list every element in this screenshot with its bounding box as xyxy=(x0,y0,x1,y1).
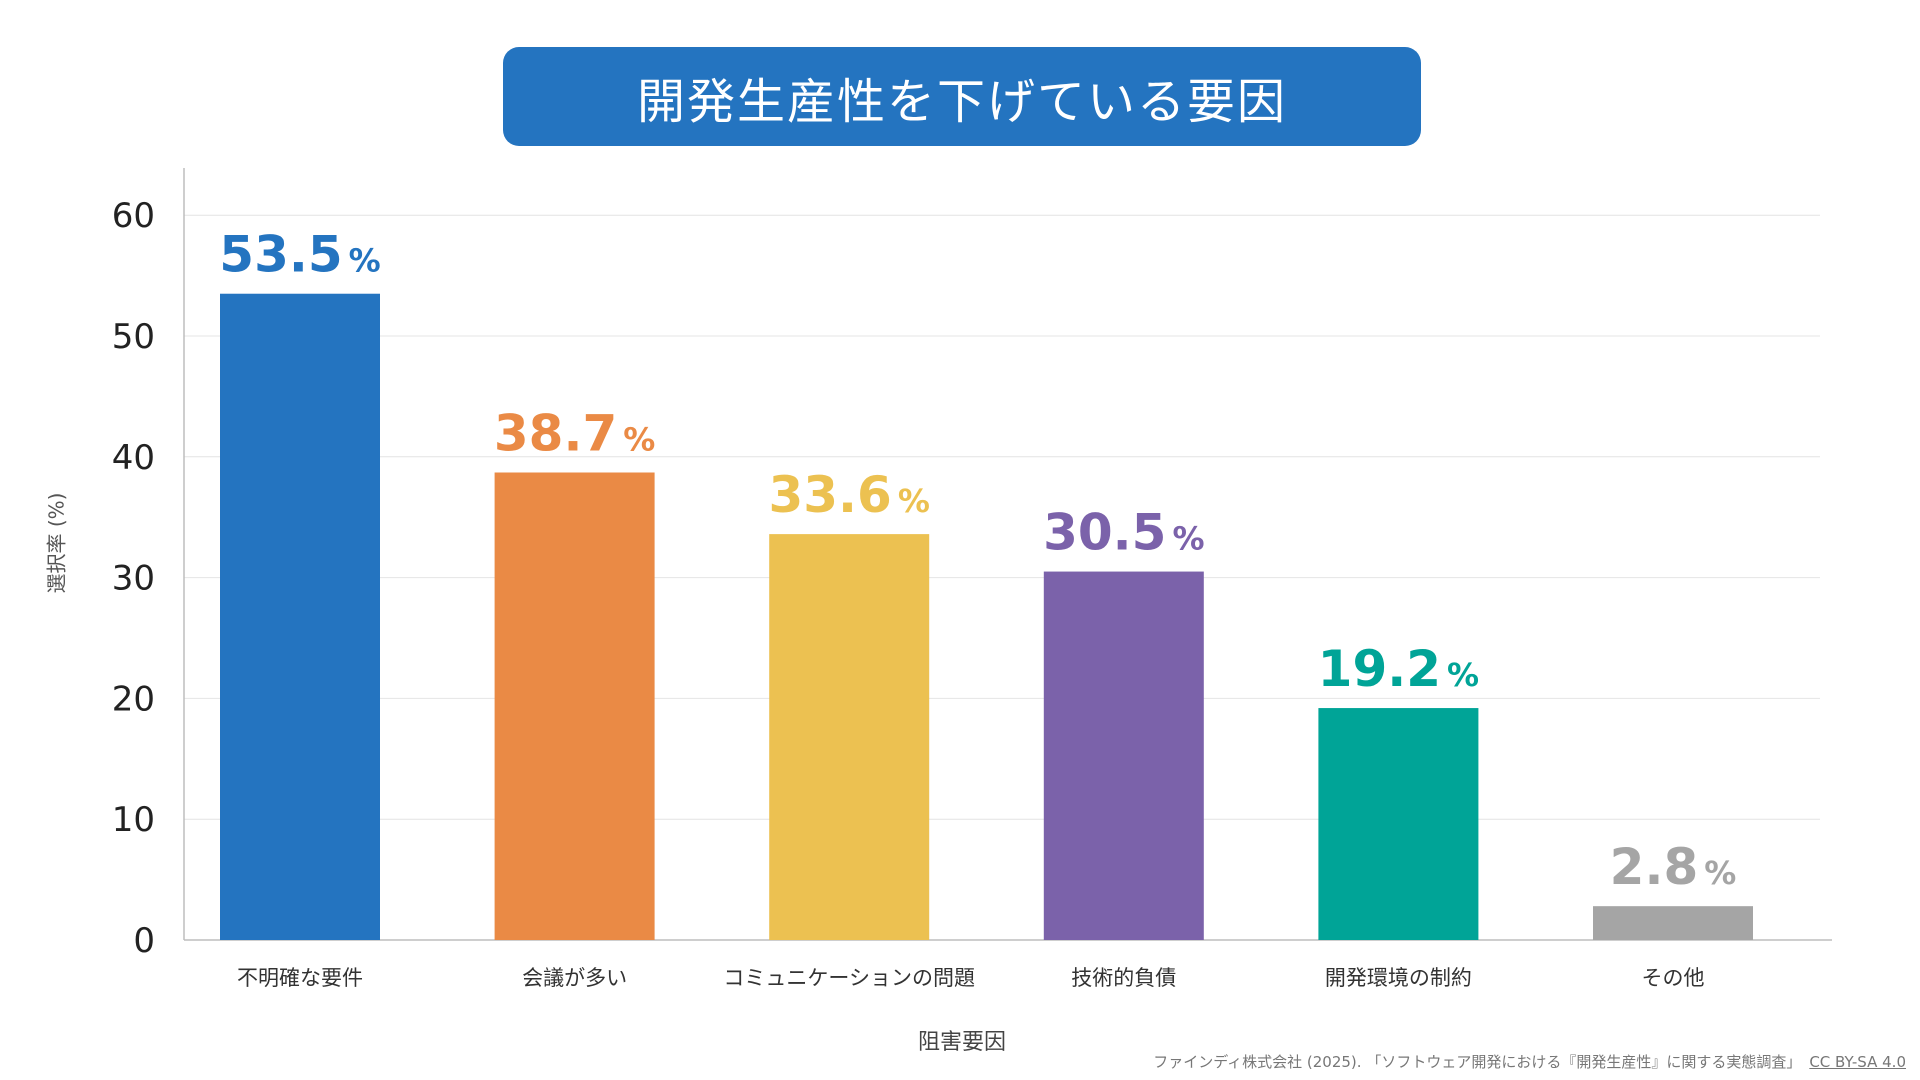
y-axis-label: 選択率 (%) xyxy=(44,492,69,594)
x-tick-label-1: 不明確な要件 xyxy=(237,966,363,990)
x-tick-label-2: 会議が多い xyxy=(522,966,627,990)
y-tick-label-60: 60 xyxy=(112,196,155,236)
y-tick-label-30: 30 xyxy=(112,559,155,599)
data-label-unit: % xyxy=(623,421,655,459)
x-tick-label-5: 開発環境の制約 xyxy=(1325,966,1472,990)
x-tick-label-6: その他 xyxy=(1642,966,1705,990)
data-label-value: 2.8 xyxy=(1610,838,1699,896)
x-tick-label-3: コミュニケーションの問題 xyxy=(723,966,975,990)
source-citation: ファインディ株式会社 (2025). 「ソフトウェア開発における『開発生産性』に… xyxy=(1153,1051,1906,1072)
bar-3 xyxy=(769,534,930,940)
data-label-value: 19.2 xyxy=(1318,640,1441,698)
data-label-unit: % xyxy=(349,242,381,280)
bar-1 xyxy=(220,293,380,941)
y-tick-label-20: 20 xyxy=(112,679,155,719)
source-text: ファインディ株式会社 (2025). 「ソフトウェア開発における『開発生産性』に… xyxy=(1153,1053,1802,1071)
bar-4 xyxy=(1043,571,1204,940)
bar-6 xyxy=(1593,906,1753,940)
y-tick-label-40: 40 xyxy=(112,438,155,478)
data-label-value: 33.6 xyxy=(768,466,891,524)
data-label-unit: % xyxy=(1447,656,1479,694)
data-label-4: 30.5% xyxy=(1043,504,1204,562)
chart-title: 開発生産性を下げている要因 xyxy=(636,73,1287,130)
x-tick-label-4: 技術的負債 xyxy=(1071,966,1176,990)
data-label-3: 33.6% xyxy=(768,466,929,524)
bar-5 xyxy=(1318,708,1479,940)
data-label-5: 19.2% xyxy=(1318,640,1479,698)
data-label-value: 38.7 xyxy=(494,405,617,463)
y-tick-label-10: 10 xyxy=(112,800,155,840)
bar-2 xyxy=(494,472,655,940)
data-label-unit: % xyxy=(1704,854,1736,892)
license-link[interactable]: CC BY-SA 4.0 xyxy=(1809,1053,1906,1071)
data-label-2: 38.7% xyxy=(494,405,655,463)
data-label-6: 2.8% xyxy=(1610,838,1737,896)
data-label-unit: % xyxy=(1172,520,1204,558)
y-tick-label-0: 0 xyxy=(133,921,155,961)
data-label-1: 53.5% xyxy=(219,226,380,284)
data-label-unit: % xyxy=(898,482,930,520)
x-axis-label: 阻害要因 xyxy=(917,1030,1007,1055)
title-banner: 開発生産性を下げている要因 xyxy=(503,47,1421,146)
y-tick-label-50: 50 xyxy=(112,317,155,357)
data-label-value: 53.5 xyxy=(219,226,342,284)
data-label-value: 30.5 xyxy=(1043,504,1166,562)
